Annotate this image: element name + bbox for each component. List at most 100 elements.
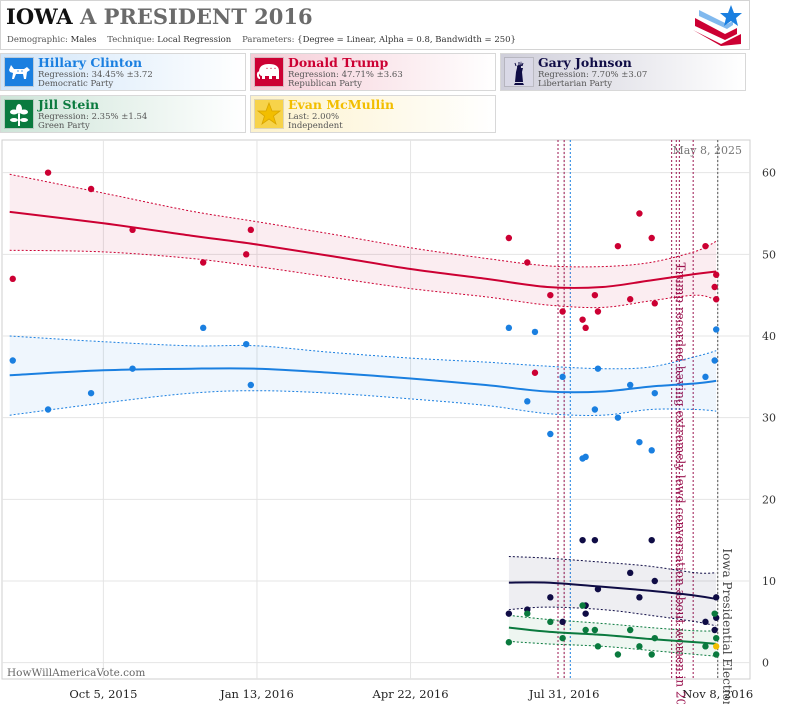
poll-point-jill-stein xyxy=(559,634,566,642)
poll-point-donald-trump xyxy=(591,291,599,299)
poll-point-hillary-clinton xyxy=(648,447,655,454)
band-upper-donald-trump xyxy=(9,173,717,268)
poll-point-hillary-clinton xyxy=(651,389,658,397)
poll-point-hillary-clinton xyxy=(711,357,718,364)
poll-point-gary-johnson xyxy=(594,585,602,593)
poll-point-jill-stein xyxy=(713,651,720,658)
candidate-card-stein: Jill Stein Regression: 2.35% ±1.54 Green… xyxy=(0,95,246,133)
demographic-value: Males xyxy=(70,35,97,45)
poll-point-donald-trump xyxy=(594,308,602,315)
poll-point-gary-johnson xyxy=(559,618,566,626)
poll-point-jill-stein xyxy=(594,643,602,650)
poll-point-gary-johnson xyxy=(636,594,643,601)
poll-point-donald-trump xyxy=(626,296,634,303)
poll-point-hillary-clinton xyxy=(547,430,554,438)
poll-point-jill-stein xyxy=(648,651,655,658)
poll-point-donald-trump xyxy=(87,185,95,193)
candidate-name: Gary Johnson xyxy=(538,55,632,70)
poll-point-jill-stein xyxy=(524,610,531,617)
candidate-party: Green Party xyxy=(38,121,90,131)
candidate-party: Libertarian Party xyxy=(538,79,613,89)
trend-line-gary-johnson xyxy=(508,581,717,600)
poll-point-evan-mcmullin xyxy=(713,643,720,650)
poll-point-donald-trump xyxy=(243,251,250,258)
poll-point-hillary-clinton xyxy=(243,340,250,348)
x-tick-label: Oct 5, 2015 xyxy=(69,687,137,701)
poll-point-donald-trump xyxy=(648,234,655,242)
poll-point-hillary-clinton xyxy=(559,373,566,381)
poll-point-hillary-clinton xyxy=(44,406,52,413)
title-rest: A PRESIDENT 2016 xyxy=(79,4,313,29)
poll-point-donald-trump xyxy=(614,242,622,250)
poll-point-hillary-clinton xyxy=(524,398,531,405)
poll-point-hillary-clinton xyxy=(247,381,255,389)
poll-chart: 0 10 20 30 40 50 60 Oct 5, 2015 Jan 13, 2016 Apr … xyxy=(1,139,776,704)
poll-point-jill-stein xyxy=(626,626,634,634)
poll-point-hillary-clinton xyxy=(626,381,634,389)
poll-point-gary-johnson xyxy=(702,618,709,626)
poll-point-jill-stein xyxy=(713,634,720,642)
poll-point-donald-trump xyxy=(713,271,720,278)
x-tick-label: Jul 31, 2016 xyxy=(528,687,600,701)
poll-point-hillary-clinton xyxy=(614,414,622,421)
y-tick-label: 50 xyxy=(762,248,776,261)
poll-point-hillary-clinton xyxy=(9,357,16,364)
statue-of-liberty-icon xyxy=(504,57,534,87)
candidate-name: Donald Trump xyxy=(288,55,389,70)
poll-point-jill-stein xyxy=(614,651,622,658)
y-tick-label: 20 xyxy=(762,493,776,506)
poll-point-hillary-clinton xyxy=(591,406,599,413)
poll-point-donald-trump xyxy=(547,291,554,299)
candidate-name: Jill Stein xyxy=(38,97,100,112)
candidate-regression: Regression: 7.70% ±3.07 xyxy=(538,70,648,80)
candidate-card-clinton: Hillary Clinton Regression: 34.45% ±3.72… xyxy=(0,53,246,91)
poll-point-gary-johnson xyxy=(591,536,599,544)
star-flag-logo-icon xyxy=(693,5,742,46)
poll-point-donald-trump xyxy=(582,324,589,332)
poll-point-gary-johnson xyxy=(711,626,718,634)
poll-point-gary-johnson xyxy=(713,594,720,601)
y-tick-label: 0 xyxy=(762,657,769,670)
poll-point-donald-trump xyxy=(9,275,16,283)
poll-point-hillary-clinton xyxy=(87,389,95,397)
poll-point-jill-stein xyxy=(582,626,589,634)
y-tick-label: 30 xyxy=(762,412,776,425)
x-tick-label: Nov 8, 2016 xyxy=(682,687,753,701)
poll-point-donald-trump xyxy=(531,369,539,376)
candidate-card-mcmullin: Evan McMullin Last: 2.00% Independent xyxy=(250,95,496,133)
poll-point-jill-stein xyxy=(651,634,658,642)
candidate-regression: Regression: 2.35% ±1.54 xyxy=(38,112,148,122)
poll-point-gary-johnson xyxy=(582,610,589,617)
flower-icon xyxy=(4,99,34,129)
band-upper-hillary-clinton xyxy=(9,335,717,370)
trend-line-jill-stein xyxy=(508,626,717,645)
chart-header: IOWA A PRESIDENT 2016 Demographic: Males… xyxy=(0,0,750,50)
candidate-party: Republican Party xyxy=(288,79,362,89)
poll-point-jill-stein xyxy=(591,626,599,634)
parameters-line: Demographic: Males Technique: Local Regr… xyxy=(7,35,516,45)
poll-point-jill-stein xyxy=(505,639,513,646)
trend-line-donald-trump xyxy=(9,210,717,289)
date-stamp: May 8, 2025 xyxy=(672,144,742,157)
poll-point-donald-trump xyxy=(702,242,709,250)
poll-point-donald-trump xyxy=(129,226,136,234)
poll-point-donald-trump xyxy=(651,300,658,307)
band-lower-donald-trump xyxy=(9,249,717,309)
poll-point-jill-stein xyxy=(547,618,554,626)
poll-point-hillary-clinton xyxy=(505,324,513,332)
trend-line-hillary-clinton xyxy=(9,367,717,394)
demographic-label: Demographic: xyxy=(7,35,68,45)
technique-label: Technique: xyxy=(107,35,155,45)
poll-point-jill-stein xyxy=(702,643,709,650)
star-icon xyxy=(254,99,284,129)
poll-point-donald-trump xyxy=(711,283,718,291)
technique-value: Local Regression xyxy=(157,35,232,45)
poll-point-jill-stein xyxy=(636,643,643,650)
poll-point-gary-johnson xyxy=(626,569,634,577)
poll-point-donald-trump xyxy=(44,169,52,176)
poll-point-gary-johnson xyxy=(547,594,554,601)
y-tick-label: 10 xyxy=(762,575,776,588)
poll-point-hillary-clinton xyxy=(582,453,589,461)
parameters-value: {Degree = Linear, Alpha = 0.8, Bandwidth… xyxy=(297,35,516,45)
x-tick-label: Apr 22, 2016 xyxy=(372,687,449,701)
